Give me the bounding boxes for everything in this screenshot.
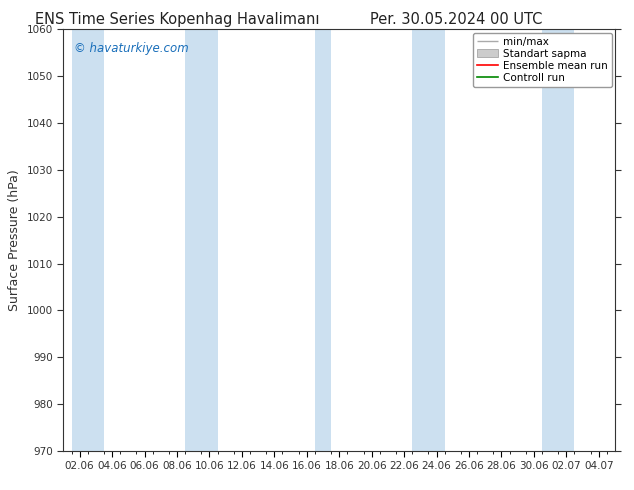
Bar	[558, 29, 574, 451]
Bar	[202, 29, 217, 451]
Text: © havaturkiye.com: © havaturkiye.com	[74, 42, 189, 55]
Bar	[72, 29, 87, 451]
Bar	[542, 29, 558, 451]
Y-axis label: Surface Pressure (hPa): Surface Pressure (hPa)	[8, 169, 21, 311]
Bar	[185, 29, 201, 451]
Legend: min/max, Standart sapma, Ensemble mean run, Controll run: min/max, Standart sapma, Ensemble mean r…	[473, 32, 612, 87]
Text: Per. 30.05.2024 00 UTC: Per. 30.05.2024 00 UTC	[370, 12, 543, 27]
Text: ENS Time Series Kopenhag Havalimanı: ENS Time Series Kopenhag Havalimanı	[36, 12, 320, 27]
Bar	[412, 29, 429, 451]
Bar	[315, 29, 331, 451]
Bar	[87, 29, 104, 451]
Bar	[429, 29, 444, 451]
